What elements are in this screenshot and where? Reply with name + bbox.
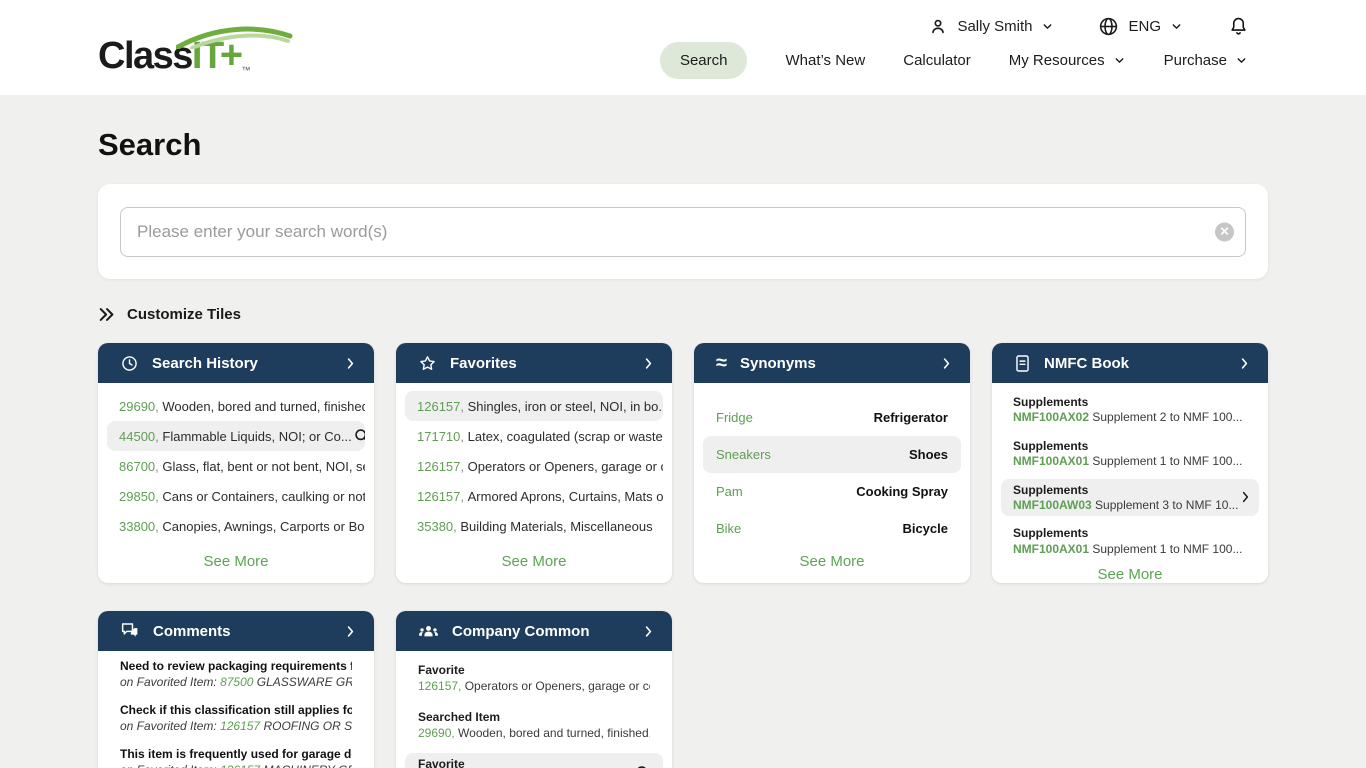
search-history-item[interactable]: 33800, Canopies, Awnings, Carports or Bo…: [119, 518, 365, 534]
chevron-right-icon[interactable]: [343, 356, 358, 371]
synonyms-header[interactable]: ≈ Synonyms: [694, 343, 970, 383]
tile-title: Search History: [152, 354, 258, 372]
company-common-item[interactable]: Searched Item 29690, Wooden, bored and t…: [418, 710, 650, 740]
user-name: Sally Smith: [957, 18, 1033, 35]
see-more-link[interactable]: See More: [1097, 566, 1163, 583]
favorites-item-highlighted[interactable]: 126157, Shingles, iron or steel, NOI, in…: [405, 391, 663, 421]
document-icon: [1014, 354, 1031, 373]
page-title: Search: [98, 127, 202, 162]
customize-tiles-label: Customize Tiles: [127, 306, 241, 323]
chevron-down-icon: [1041, 20, 1054, 33]
nmfc-item[interactable]: Supplements NMF100AX02 Supplement 2 to N…: [1013, 395, 1243, 425]
nmfc-item[interactable]: Supplements NMF100AX01 Supplement 1 to N…: [1013, 526, 1243, 556]
tile-title: NMFC Book: [1044, 354, 1129, 372]
chevron-right-icon[interactable]: [641, 624, 656, 639]
top-header: ClassIT+™ Sally Smith ENG: [0, 0, 1366, 95]
synonym-item-highlighted[interactable]: Sneakers Shoes: [703, 436, 961, 473]
company-common-header[interactable]: Company Common: [396, 611, 672, 651]
user-icon: [928, 17, 948, 37]
tile-favorites: Favorites 126157, Shingles, iron or stee…: [396, 343, 672, 583]
tile-nmfc-book: NMFC Book Supplements NMF100AX02 Supplem…: [992, 343, 1268, 583]
logo-text: ClassIT+™: [98, 32, 251, 77]
favorites-item[interactable]: 126157, Armored Aprons, Curtains, Mats o…: [417, 488, 663, 504]
clear-search-icon[interactable]: ✕: [1215, 222, 1234, 241]
star-icon: [418, 354, 437, 373]
brand-logo[interactable]: ClassIT+™: [98, 21, 293, 77]
see-more-link[interactable]: See More: [799, 553, 865, 570]
tile-title: Favorites: [450, 354, 517, 372]
tile-synonyms: ≈ Synonyms Fridge Refrigerator Sneakers Sh…: [694, 343, 970, 583]
favorites-header[interactable]: Favorites: [396, 343, 672, 383]
nmfc-book-header[interactable]: NMFC Book: [992, 343, 1268, 383]
synonym-item[interactable]: Bike Bicycle: [716, 521, 948, 536]
nav-item-search[interactable]: Search: [659, 42, 748, 79]
search-history-item[interactable]: 86700, Glass, flat, bent or not bent, NO…: [119, 458, 365, 474]
chevron-right-icon[interactable]: [1238, 490, 1253, 505]
see-more-link[interactable]: See More: [203, 553, 269, 570]
double-chevron-icon: [98, 307, 116, 322]
see-more-link[interactable]: See More: [501, 553, 567, 570]
favorites-item[interactable]: 126157, Operators or Openers, garage or …: [417, 458, 663, 474]
comments-header[interactable]: Comments: [98, 611, 374, 651]
comment-item[interactable]: This item is frequently used for garage …: [120, 747, 352, 768]
account-row: Sally Smith ENG: [928, 16, 1248, 37]
language-menu[interactable]: ENG: [1098, 16, 1183, 37]
clock-icon: [120, 354, 139, 373]
logo-swoosh: [176, 26, 293, 49]
tile-company-common: Company Common Favorite 126157, Operator…: [396, 611, 672, 768]
tile-title: Comments: [153, 622, 231, 640]
synonym-item[interactable]: Fridge Refrigerator: [716, 410, 948, 425]
tile-search-history: Search History 29690, Wooden, bored and …: [98, 343, 374, 583]
nmfc-item-highlighted[interactable]: Supplements NMF100AW03 Supplement 3 to N…: [1001, 478, 1259, 517]
tiles-row-2: Comments Need to review packaging requir…: [98, 611, 1268, 768]
search-history-item[interactable]: 29850, Cans or Containers, caulking or n…: [119, 488, 365, 504]
language-code: ENG: [1128, 18, 1161, 35]
chevron-down-icon: [1113, 54, 1126, 67]
company-common-item[interactable]: Favorite 126157, Operators or Openers, g…: [418, 663, 650, 693]
search-history-item[interactable]: 29690, Wooden, bored and turned, finishe…: [119, 398, 365, 414]
chevron-down-icon: [1235, 54, 1248, 67]
company-common-item-highlighted[interactable]: Favorite 126157, Shingles, iron or steel…: [405, 753, 663, 768]
search-history-header[interactable]: Search History: [98, 343, 374, 383]
comments-icon: [120, 622, 140, 640]
chevron-right-icon[interactable]: [343, 624, 358, 639]
comment-item[interactable]: Need to review packaging requirements f.…: [120, 659, 352, 689]
search-card: ✕: [98, 184, 1268, 279]
synonym-item[interactable]: Pam Cooking Spray: [716, 484, 948, 499]
search-icon[interactable]: [352, 426, 365, 446]
user-menu[interactable]: Sally Smith: [928, 17, 1054, 37]
search-history-item-highlighted[interactable]: 44500, Flammable Liquids, NOI; or Co...: [107, 421, 365, 451]
favorites-item[interactable]: 35380, Building Materials, Miscellaneous: [417, 518, 653, 534]
customize-tiles-button[interactable]: Customize Tiles: [98, 306, 1268, 323]
nav-item-whats-new[interactable]: What’s New: [785, 52, 866, 69]
nav-item-calculator[interactable]: Calculator: [903, 52, 971, 69]
tile-title: Synonyms: [739, 354, 816, 372]
search-icon[interactable]: [633, 763, 653, 768]
search-input[interactable]: [120, 206, 1246, 257]
nmfc-item[interactable]: Supplements NMF100AX01 Supplement 1 to N…: [1013, 438, 1243, 469]
tile-comments: Comments Need to review packaging requir…: [98, 611, 374, 768]
globe-icon: [1098, 16, 1119, 37]
main-nav: Search What’s New Calculator My Resource…: [659, 42, 1248, 79]
nav-item-purchase[interactable]: Purchase: [1164, 42, 1248, 79]
notifications-bell-icon[interactable]: [1229, 16, 1248, 37]
chevron-right-icon[interactable]: [641, 356, 656, 371]
comment-item[interactable]: Check if this classification still appli…: [120, 703, 352, 733]
chevron-right-icon[interactable]: [1237, 356, 1252, 371]
chevron-down-icon: [1170, 20, 1183, 33]
synonyms-icon: ≈: [716, 352, 727, 374]
tile-title: Company Common: [452, 622, 590, 640]
favorites-item[interactable]: 171710, Latex, coagulated (scrap or wast…: [417, 428, 663, 444]
nav-item-my-resources[interactable]: My Resources: [1009, 42, 1126, 79]
people-group-icon: [418, 623, 439, 640]
chevron-right-icon[interactable]: [939, 356, 954, 371]
tiles-row-1: Search History 29690, Wooden, bored and …: [98, 343, 1268, 583]
